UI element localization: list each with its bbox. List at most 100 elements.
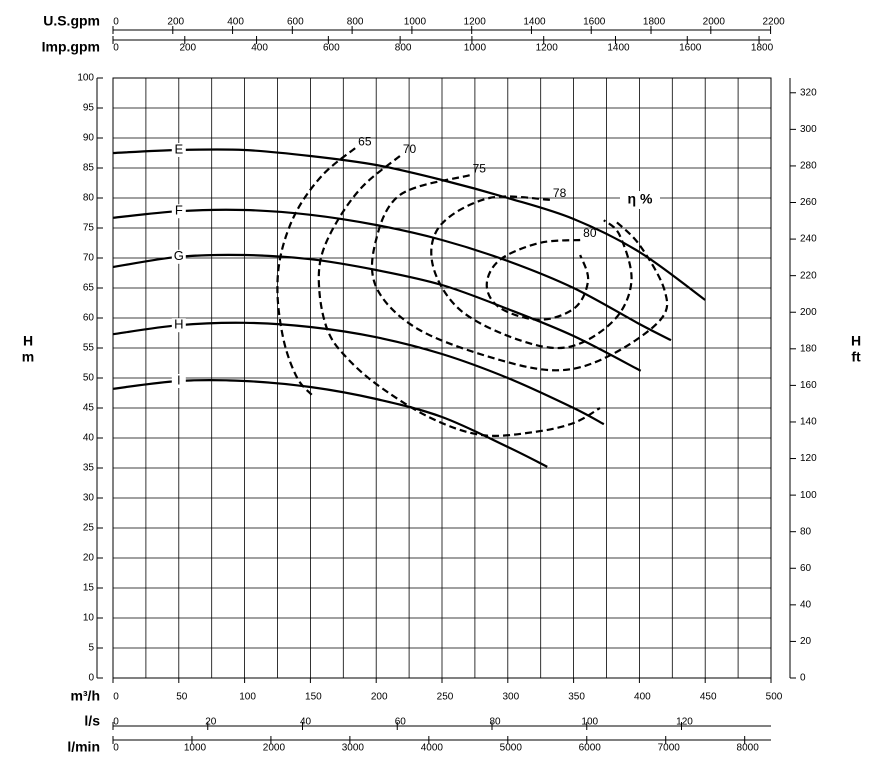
- axis-tick-label: 1200: [536, 43, 559, 54]
- curve-label: E: [174, 141, 183, 156]
- label-bg: [171, 143, 186, 157]
- axis-title: Imp.gpm: [42, 39, 100, 55]
- axis-tick-label: 120: [676, 717, 693, 728]
- x-tick-label: 350: [568, 692, 585, 703]
- curve: [317, 155, 601, 437]
- x-tick-label: 0: [113, 692, 119, 703]
- y-tick-label: 40: [83, 433, 95, 444]
- axis-tick-label: 1200: [464, 17, 487, 28]
- x-tick-label: 150: [305, 692, 322, 703]
- curve: [112, 321, 605, 426]
- axis-tick-label: 1000: [404, 17, 427, 28]
- axis-tick-label: 0: [113, 43, 119, 54]
- y2-tick-label: 280: [800, 161, 817, 172]
- y2-tick-label: 40: [800, 599, 812, 610]
- axis-tick-label: 1600: [679, 43, 702, 54]
- efficiency-label: 65: [358, 134, 372, 148]
- x-tick-label: 200: [371, 692, 388, 703]
- efficiency-label: 70: [403, 142, 417, 156]
- y-tick-label: 70: [83, 253, 95, 264]
- y2-tick-label: 240: [800, 234, 817, 245]
- y-tick-label: 80: [83, 193, 95, 204]
- plot-border: [112, 77, 772, 679]
- efficiency-label: 78: [553, 186, 567, 200]
- y2-tick-label: 260: [800, 197, 817, 208]
- axis-tick-label: 4000: [421, 743, 444, 754]
- axis-tick-label: 600: [323, 43, 340, 54]
- axis-tick-label: 0: [113, 743, 119, 754]
- label-bg: [171, 249, 186, 264]
- axis-title: l/min: [67, 739, 100, 755]
- y2-axis-unit: ft: [851, 349, 861, 365]
- axis-tick-label: 80: [489, 717, 501, 728]
- axis-tick-label: 400: [227, 17, 244, 28]
- axis-tick-label: 1800: [751, 43, 774, 54]
- axis-tick-label: 8000: [737, 743, 760, 754]
- y-tick-label: 25: [83, 523, 95, 534]
- y-tick-label: 95: [83, 103, 95, 114]
- y2-axis-title: H: [851, 333, 861, 349]
- y-tick-label: 5: [88, 643, 94, 654]
- y-tick-label: 90: [83, 133, 95, 144]
- curve-label: I: [177, 372, 181, 387]
- axis-tick-label: 1400: [523, 17, 546, 28]
- curve: [430, 195, 633, 350]
- y-tick-label: 35: [83, 463, 95, 474]
- axis-tick-label: 0: [113, 17, 119, 28]
- axis-title: U.S.gpm: [43, 13, 100, 29]
- efficiency-label: 80: [583, 226, 597, 240]
- y-tick-label: 50: [83, 373, 95, 384]
- curve: [112, 148, 706, 301]
- y2-tick-label: 220: [800, 270, 817, 281]
- x-tick-label: 450: [700, 692, 717, 703]
- x-tick-label: 250: [437, 692, 454, 703]
- axis-tick-label: 1600: [583, 17, 606, 28]
- y-axis-unit: m: [22, 349, 34, 365]
- y-tick-label: 65: [83, 283, 95, 294]
- axis-tick-label: 1400: [607, 43, 630, 54]
- curve-label: F: [175, 203, 183, 218]
- axis-tick-label: 40: [300, 717, 312, 728]
- curve: [276, 147, 356, 396]
- y2-tick-label: 120: [800, 453, 817, 464]
- axis-tick-label: 60: [395, 717, 407, 728]
- axis-tick-label: 2000: [703, 17, 726, 28]
- y-tick-label: 55: [83, 343, 95, 354]
- y2-tick-label: 300: [800, 124, 817, 135]
- annotation-bg: [620, 191, 660, 209]
- x-tick-label: 100: [239, 692, 256, 703]
- axis-tick-label: 800: [347, 17, 364, 28]
- y-tick-label: 15: [83, 583, 95, 594]
- axis-tick-label: 600: [287, 17, 304, 28]
- y2-tick-label: 200: [800, 307, 817, 318]
- y2-tick-label: 100: [800, 490, 817, 501]
- y-tick-label: 45: [83, 403, 95, 414]
- y2-tick-label: 180: [800, 343, 817, 354]
- curve: [485, 238, 590, 321]
- x-tick-label: 500: [766, 692, 783, 703]
- y-tick-label: 60: [83, 313, 95, 324]
- curve-label: G: [174, 248, 184, 263]
- annotation: η %: [628, 191, 653, 207]
- y2-tick-label: 140: [800, 417, 817, 428]
- axis-tick-label: 0: [113, 717, 119, 728]
- axis-tick-label: 800: [395, 43, 412, 54]
- y2-tick-label: 0: [800, 673, 806, 684]
- axis-tick-label: 6000: [579, 743, 602, 754]
- y-tick-label: 10: [83, 613, 95, 624]
- axis-tick-label: 5000: [500, 743, 523, 754]
- axis-tick-label: 2000: [263, 743, 286, 754]
- label-bg: [171, 318, 186, 333]
- curve: [112, 253, 642, 372]
- y2-tick-label: 320: [800, 87, 817, 98]
- y-tick-label: 75: [83, 223, 95, 234]
- axis-tick-label: 400: [251, 43, 268, 54]
- y-tick-label: 20: [83, 553, 95, 564]
- axis-tick-label: 100: [581, 717, 598, 728]
- axis-tick-label: 1000: [464, 43, 487, 54]
- y-tick-label: 30: [83, 493, 95, 504]
- axis-tick-label: 3000: [342, 743, 365, 754]
- y-axis-title: H: [23, 333, 33, 349]
- curve: [370, 174, 669, 372]
